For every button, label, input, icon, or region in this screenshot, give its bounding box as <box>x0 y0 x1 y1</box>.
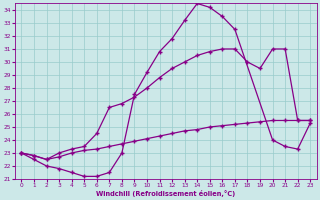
X-axis label: Windchill (Refroidissement éolien,°C): Windchill (Refroidissement éolien,°C) <box>96 190 236 197</box>
